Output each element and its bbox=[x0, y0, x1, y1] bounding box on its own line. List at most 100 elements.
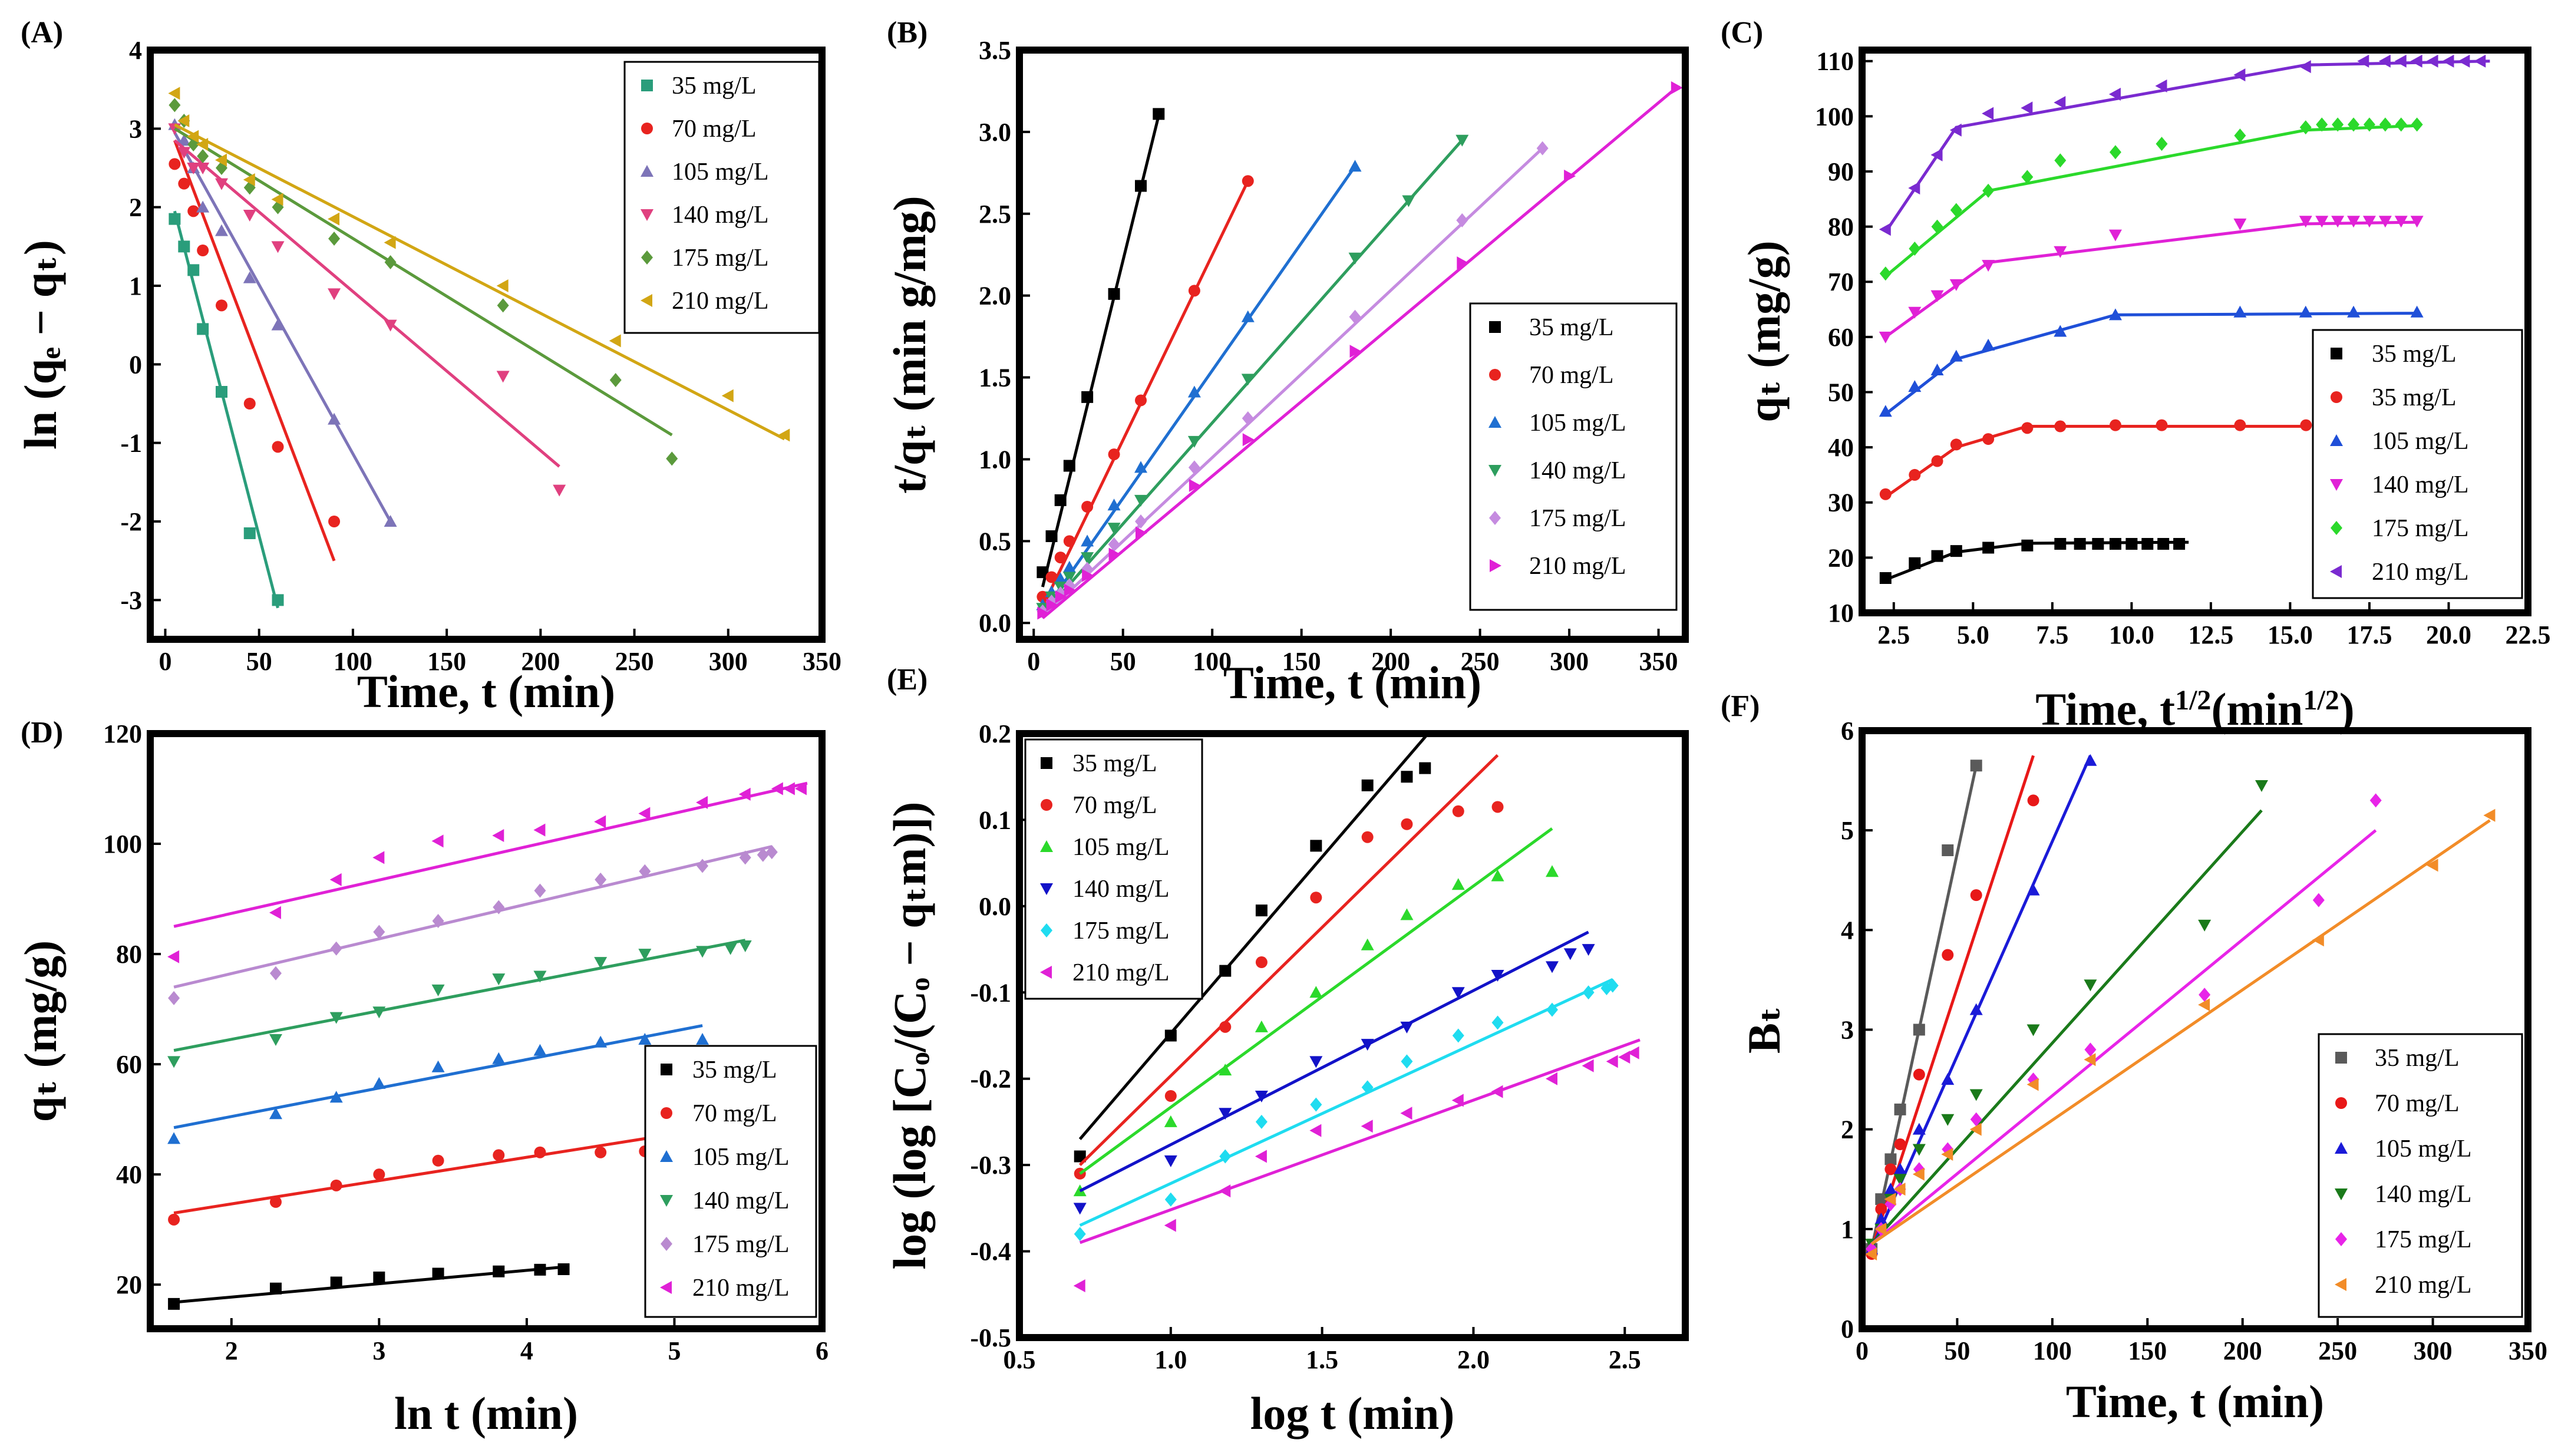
data-point bbox=[2198, 998, 2210, 1012]
data-point bbox=[2426, 54, 2438, 68]
x-tick-label: 2 bbox=[225, 1336, 238, 1365]
data-point bbox=[1546, 865, 1559, 877]
legend-box bbox=[644, 1045, 817, 1318]
fit-line bbox=[1079, 827, 1553, 1175]
data-point bbox=[696, 1033, 709, 1045]
x-tick-label: 350 bbox=[1639, 647, 1678, 676]
data-point bbox=[1164, 1115, 1177, 1127]
data-point bbox=[2109, 419, 2121, 431]
data-point bbox=[1348, 160, 1362, 172]
data-point bbox=[1606, 978, 1619, 993]
data-point bbox=[534, 883, 546, 898]
x-tick-label: 22.5 bbox=[2506, 620, 2551, 649]
data-point bbox=[2394, 216, 2408, 228]
data-point bbox=[557, 1263, 570, 1275]
data-point bbox=[1401, 1054, 1413, 1069]
data-point bbox=[1564, 169, 1576, 183]
fit-line bbox=[173, 1024, 703, 1130]
data-point bbox=[1970, 1112, 1982, 1127]
data-point bbox=[1188, 285, 1200, 297]
legend-marker bbox=[660, 1281, 672, 1294]
data-point bbox=[765, 845, 778, 860]
y-tick-label: 40 bbox=[1828, 433, 1854, 462]
legend-box bbox=[1469, 302, 1678, 611]
data-point bbox=[2054, 537, 2067, 550]
legend-marker bbox=[1489, 321, 1501, 333]
data-point bbox=[372, 1077, 386, 1089]
data-point bbox=[2347, 216, 2361, 228]
data-point bbox=[1310, 1097, 1322, 1112]
data-point bbox=[739, 850, 751, 865]
data-point bbox=[1970, 889, 1982, 902]
data-point bbox=[1491, 1085, 1503, 1098]
data-point bbox=[1037, 606, 1049, 620]
data-point bbox=[2026, 883, 2040, 896]
data-point bbox=[1455, 134, 1469, 147]
data-point bbox=[1618, 1051, 1630, 1064]
y-tick-label: 0.5 bbox=[979, 527, 1011, 556]
data-point bbox=[1219, 1149, 1232, 1164]
legend-marker bbox=[661, 1064, 672, 1075]
data-point bbox=[269, 906, 281, 919]
data-point bbox=[771, 782, 783, 795]
data-point bbox=[432, 913, 444, 928]
data-point bbox=[496, 279, 509, 292]
data-point bbox=[269, 966, 282, 980]
data-point bbox=[1941, 1073, 1955, 1085]
legend-marker bbox=[1490, 559, 1501, 572]
data-point bbox=[1879, 266, 1892, 281]
data-point bbox=[697, 859, 709, 873]
data-point bbox=[595, 872, 607, 887]
legend: 35 mg/L 70 mg/L 105 mg/L 140 mg/L 175 mg/L 21… bbox=[2318, 1033, 2523, 1318]
data-point bbox=[1451, 878, 1465, 890]
data-point bbox=[1879, 331, 1892, 344]
series-5 bbox=[1879, 117, 2423, 281]
data-point bbox=[1134, 494, 1148, 507]
data-point bbox=[1062, 560, 1076, 573]
data-point bbox=[2233, 68, 2246, 82]
legend-marker bbox=[2335, 1278, 2346, 1291]
data-point bbox=[167, 1132, 181, 1144]
data-point bbox=[1452, 1028, 1464, 1043]
data-point bbox=[215, 178, 229, 190]
data-point bbox=[1982, 338, 1995, 351]
data-point bbox=[2233, 218, 2247, 230]
data-point bbox=[1361, 938, 1374, 950]
data-point bbox=[1108, 547, 1121, 561]
data-point bbox=[1457, 256, 1469, 270]
plot-frame bbox=[147, 47, 826, 643]
data-point bbox=[1671, 81, 1683, 94]
data-point bbox=[1037, 590, 1049, 603]
x-tick-label: 100 bbox=[334, 647, 372, 676]
data-point bbox=[2156, 137, 2168, 151]
data-point bbox=[271, 193, 283, 206]
data-point bbox=[1255, 1091, 1268, 1102]
data-point bbox=[432, 1154, 444, 1167]
y-tick-label: -0.4 bbox=[970, 1237, 1011, 1266]
y-axis-title: Bₜ bbox=[1738, 1006, 1790, 1054]
y-tick-label: -1 bbox=[120, 429, 142, 458]
fit-line bbox=[1884, 312, 2417, 415]
data-point bbox=[1456, 213, 1468, 227]
x-tick-label: 1.5 bbox=[1306, 1345, 1338, 1374]
data-point bbox=[1054, 494, 1067, 506]
data-point bbox=[1064, 583, 1076, 597]
y-tick-label: 40 bbox=[116, 1160, 142, 1189]
legend-marker bbox=[2330, 434, 2343, 446]
data-point bbox=[1930, 364, 1944, 376]
data-point bbox=[1942, 844, 1954, 856]
data-point bbox=[1970, 760, 1982, 772]
legend-label: 70 mg/L bbox=[692, 1100, 777, 1127]
series-6 bbox=[167, 781, 808, 963]
fit-line bbox=[1884, 425, 2306, 498]
data-point bbox=[177, 147, 191, 159]
y-tick-label: 3 bbox=[1841, 1016, 1854, 1045]
series-6 bbox=[1037, 81, 1683, 620]
y-tick-label: 0 bbox=[1841, 1315, 1854, 1343]
legend-marker bbox=[2330, 565, 2342, 578]
x-tick-label: 15.0 bbox=[2267, 620, 2313, 649]
series-6 bbox=[168, 87, 790, 442]
x-tick-label: 1.0 bbox=[1154, 1345, 1187, 1374]
data-point bbox=[1135, 514, 1147, 529]
